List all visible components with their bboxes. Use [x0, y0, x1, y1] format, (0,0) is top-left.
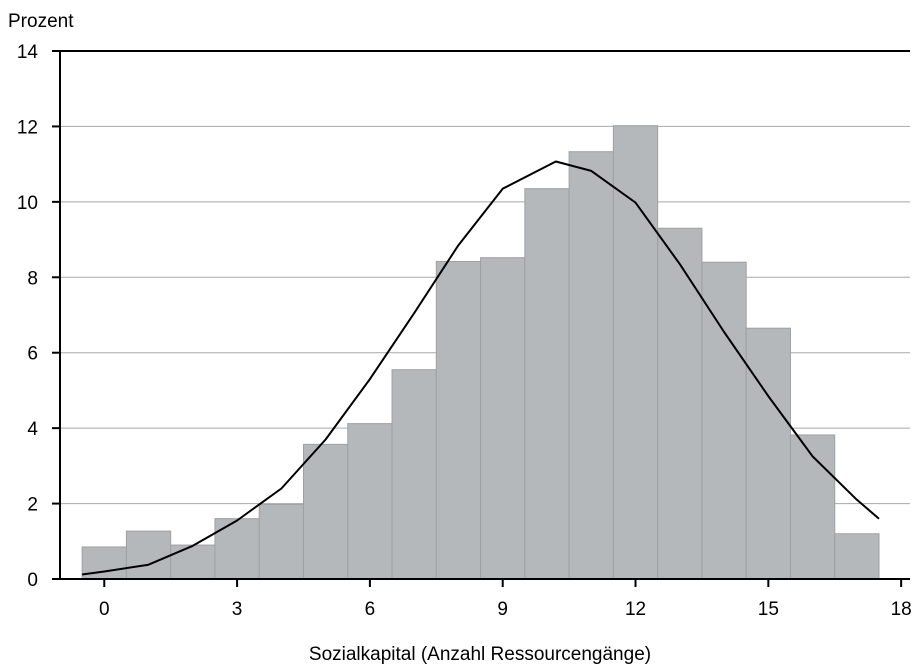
x-tick-label-9: 9	[497, 599, 508, 620]
bar-12	[612, 125, 659, 580]
x-tick-label-12: 12	[625, 599, 646, 620]
bar-4	[258, 503, 304, 580]
y-axis-title: Prozent	[8, 11, 74, 32]
bar-17	[834, 533, 880, 580]
bar-5	[302, 443, 349, 580]
curve-line	[81, 160, 880, 576]
x-tick-label-3: 3	[232, 599, 243, 620]
x-tick-label-18: 18	[891, 599, 912, 620]
x-tick-label-6: 6	[365, 599, 376, 620]
axes	[52, 50, 910, 587]
bar-15	[745, 327, 791, 580]
bar-3	[214, 518, 260, 580]
y-tick-label-10: 10	[17, 193, 38, 214]
histogram-bars	[81, 125, 880, 580]
bar-7	[391, 369, 437, 580]
y-tick-label-14: 14	[17, 42, 39, 63]
bar-11	[568, 151, 614, 580]
bar-1	[125, 530, 172, 580]
y-tick-label-2: 2	[27, 495, 38, 516]
x-tick-label-0: 0	[99, 599, 110, 620]
tick-labels: 0 2 4 6 8 10 12 14 0 3 6 9 12 15 18	[17, 42, 912, 620]
bar-16	[789, 434, 836, 580]
bar-8	[435, 260, 482, 580]
x-tick-label-15: 15	[758, 599, 779, 620]
fitted-curve	[81, 160, 880, 576]
x-axis-title: Sozialkapital (Anzahl Ressourcengänge)	[309, 644, 651, 665]
bar-6	[347, 423, 393, 580]
bar-2	[170, 544, 216, 580]
bar-9	[480, 257, 526, 580]
y-tick-label-8: 8	[27, 268, 38, 289]
y-tick-label-12: 12	[17, 117, 38, 138]
bar-10	[524, 188, 570, 580]
y-tick-label-6: 6	[27, 344, 38, 365]
y-tick-label-4: 4	[27, 419, 38, 440]
bar-13	[657, 227, 703, 580]
y-tick-label-0: 0	[27, 570, 38, 591]
